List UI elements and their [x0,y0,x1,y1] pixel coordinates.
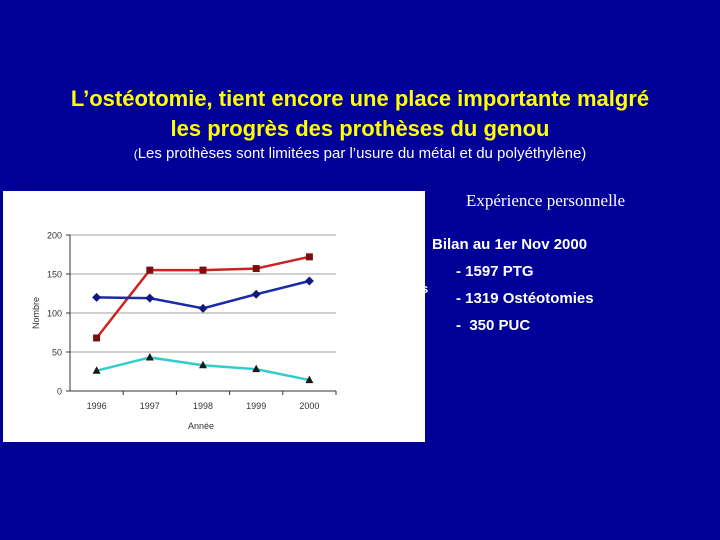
data-point-square [252,265,260,273]
data-point-triangle [199,360,207,369]
data-point-diamond [198,303,208,313]
data-point-square [146,266,154,274]
y-tick-label: 50 [52,348,62,358]
data-point-diamond [304,276,314,286]
bilan-title: Bilan au 1er Nov 2000 [432,236,588,253]
bilan-line-puc: - 350 PUC [456,317,531,334]
data-point-square [93,334,101,342]
data-point-square [305,253,313,261]
slide-title-line2: les progrès des prothèses du genou [170,116,550,141]
slide-subtitle: (Les prothèses sont limitées par l’usure… [0,145,720,162]
experience-label: Expérience personnelle [466,191,626,210]
x-tick-label: 1999 [246,401,266,411]
x-tick-label: 2000 [299,401,319,411]
y-tick-label: 150 [47,270,62,280]
x-tick-label: 1997 [140,401,160,411]
y-tick-label: 100 [47,309,62,319]
slide-title-line1: L’ostéotomie, tient encore une place imp… [70,86,650,111]
data-point-triangle [92,366,101,374]
line-chart: 0 50 100 150 200 1996 1997 1998 1999 2000 Année Nom… [31,231,337,431]
data-point-diamond [92,292,102,302]
data-point-diamond [145,293,155,303]
bilan-box: Bilan au 1er Nov 2000 - 1597 PTG - 1319 … [425,232,708,369]
y-tick-label: 0 [57,387,62,397]
slide-title: L’ostéotomie, tient encore une place imp… [0,84,720,144]
y-axis-title: Nombre [31,297,41,329]
y-tick-label: 200 [47,231,62,241]
x-axis-title: Année [188,421,214,431]
x-tick-label: 1996 [87,401,107,411]
data-point-triangle [252,364,261,373]
data-point-square [199,266,207,274]
bilan-line-osteotomies: - 1319 Ostéotomies [456,290,594,307]
x-tick-label: 1998 [193,401,213,411]
stray-text: s [421,281,429,296]
bilan-line-ptg: - 1597 PTG [456,263,534,280]
data-point-diamond [251,289,261,299]
chart-panel: 0 50 100 150 200 1996 1997 1998 1999 2000 Année Nom… [3,191,425,442]
subtitle-paren: ( [133,147,138,161]
data-point-triangle [145,352,154,361]
data-point-triangle [305,375,314,384]
subtitle-text: Les prothèses sont limitées par l’usure … [137,145,587,162]
